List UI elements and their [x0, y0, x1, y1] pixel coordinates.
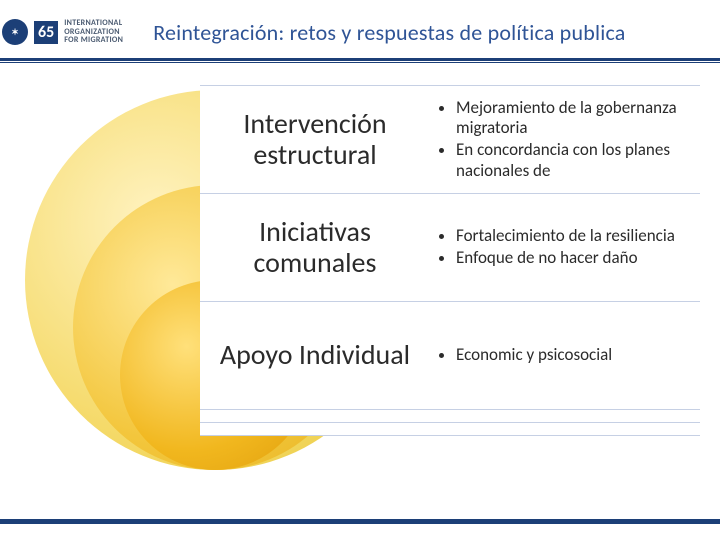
table-row: Iniciativas comunales Fortalecimiento de… [200, 193, 700, 301]
title-underline [0, 58, 720, 61]
bullet: En concordancia con los planes nacionale… [456, 140, 692, 181]
row-label-individual: Apoyo Individual [200, 302, 430, 409]
bullet: Economic y psicosocial [456, 345, 692, 366]
row-label-community: Iniciativas comunales [200, 194, 430, 301]
table-row: Intervención estructural Mejoramiento de… [200, 85, 700, 193]
row-bullets-structural: Mejoramiento de la gobernanza migratoria… [430, 86, 700, 193]
footer-bar [0, 519, 720, 524]
header: ✶ 65 INTERNATIONAL ORGANIZATION FOR MIGR… [0, 8, 720, 56]
iom-logo: ✶ 65 INTERNATIONAL ORGANIZATION FOR MIGR… [0, 19, 123, 45]
page-title: Reintegración: retos y respuestas de pol… [153, 19, 625, 46]
org-line3: FOR MIGRATION [64, 36, 123, 44]
iom-emblem-icon: ✶ [2, 19, 28, 45]
bullet: Fortalecimiento de la resiliencia [456, 226, 692, 247]
bullet: Mejoramiento de la gobernanza migratoria [456, 98, 692, 139]
iom-65-badge: 65 [34, 21, 58, 44]
row-bullets-individual: Economic y psicosocial [430, 302, 700, 409]
table-row: Apoyo Individual Economic y psicosocial [200, 301, 700, 409]
row-label-structural: Intervención estructural [200, 86, 430, 193]
diagram-table: Intervención estructural Mejoramiento de… [200, 85, 700, 436]
bullet: Enfoque de no hacer daño [456, 248, 692, 269]
row-bullets-community: Fortalecimiento de la resiliencia Enfoqu… [430, 194, 700, 301]
stub-row [200, 410, 700, 423]
iom-org-text: INTERNATIONAL ORGANIZATION FOR MIGRATION [64, 19, 123, 44]
empty-stub-rows [200, 409, 700, 436]
stub-row [200, 423, 700, 436]
